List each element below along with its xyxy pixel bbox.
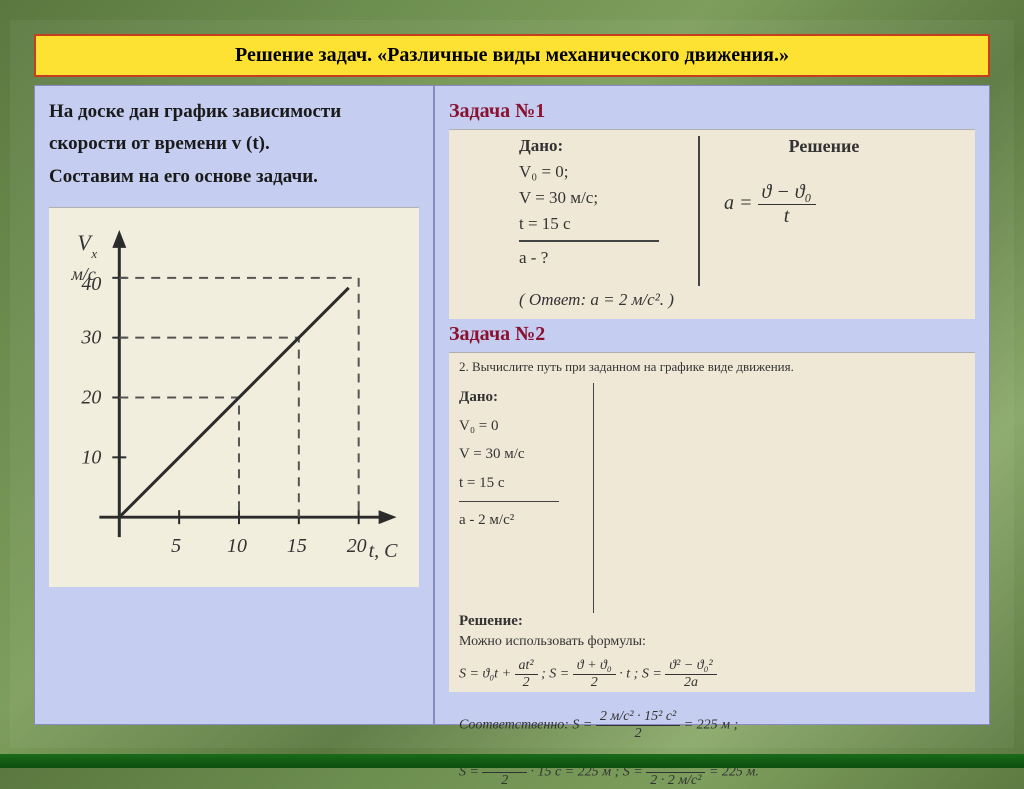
t2-f2n: ϑ + ϑ₀ — [573, 658, 616, 675]
t2-v0: V₀ = 0 — [459, 412, 579, 441]
t2-prompt: 2. Вычислите путь при заданном на график… — [459, 359, 965, 375]
svg-text:20: 20 — [347, 535, 367, 557]
t2-f3n: ϑ² − ϑ₀² — [665, 658, 716, 675]
t1-formula-den: t — [758, 205, 816, 228]
t1-formula-lhs: a = — [724, 192, 753, 214]
svg-text:15: 15 — [287, 535, 307, 557]
intro-l3: Составим на его основе задачи. — [49, 161, 419, 193]
t2-l3ad: 2 — [482, 773, 527, 789]
given-hline — [519, 240, 659, 242]
t2-f2-tail: · t ; S = — [619, 667, 662, 682]
intro-l2: скорости от времени v (t). — [49, 128, 419, 160]
t1-answer: ( Ответ: a = 2 м/с². ) — [459, 290, 965, 310]
t2-f1n: at² — [515, 658, 538, 675]
intro-text: На доске дан график зависимости скорости… — [49, 96, 419, 193]
x-axis-label: t, С — [369, 540, 399, 562]
graph-svg: V x м/с t, С 10 20 30 40 — [49, 208, 419, 587]
task1-scan: Дано: V₀ = 0; V = 30 м/с; t = 15 с a - ?… — [449, 129, 975, 319]
svg-text:30: 30 — [80, 327, 101, 349]
t2-t: t = 15 с — [459, 469, 579, 498]
task2-vline — [593, 383, 594, 613]
t2-f2-lhs: ; S = — [541, 667, 569, 682]
t2-f2d: 2 — [573, 675, 616, 691]
task2-scan: 2. Вычислите путь при заданном на график… — [449, 352, 975, 692]
t2-f3d: 2a — [665, 675, 716, 691]
solution-label: Решение — [724, 136, 924, 157]
t2-sol-line1: Можно использовать формулы: — [459, 634, 819, 650]
t1-t: t = 15 с — [519, 214, 674, 234]
t2-l2d: 2 — [596, 726, 680, 742]
title-banner: Решение задач. «Различные виды механичес… — [34, 34, 990, 77]
svg-text:5: 5 — [171, 535, 181, 557]
task2-heading: Задача №2 — [449, 323, 975, 346]
right-panel: Задача №1 Дано: V₀ = 0; V = 30 м/с; t = … — [434, 85, 990, 725]
t2-f1-lhs: S = ϑ₀t + — [459, 667, 511, 682]
t2-a: a - 2 м/с² — [459, 506, 579, 535]
svg-text:40: 40 — [81, 273, 101, 295]
t2-l3bd: 2 · 2 м/с² — [646, 773, 705, 789]
svg-text:20: 20 — [81, 386, 101, 408]
t2-sol-label: Решение: — [459, 613, 819, 630]
t2-f1d: 2 — [515, 675, 538, 691]
given-label: Дано: — [519, 136, 674, 156]
left-panel: На доске дан график зависимости скорости… — [34, 85, 434, 725]
svg-text:10: 10 — [81, 446, 101, 468]
t2-l2-res: = 225 м ; — [684, 718, 739, 733]
content-row: На доске дан график зависимости скорости… — [34, 85, 990, 725]
t2-given-label: Дано: — [459, 383, 579, 412]
velocity-graph: V x м/с t, С 10 20 30 40 — [49, 207, 419, 587]
task1-heading: Задача №1 — [449, 100, 975, 123]
slide: Решение задач. «Различные виды механичес… — [10, 20, 1014, 748]
svg-text:x: x — [90, 246, 97, 261]
t2-l2-lhs: Соответственно: S = — [459, 718, 592, 733]
intro-l1: На доске дан график зависимости — [49, 96, 419, 128]
svg-text:10: 10 — [227, 535, 247, 557]
title-text: Решение задач. «Различные виды механичес… — [235, 44, 789, 66]
t1-v: V = 30 м/с; — [519, 188, 674, 208]
t2-l2n: 2 м/с² · 15² с² — [596, 709, 680, 726]
t2-v: V = 30 м/с — [459, 440, 579, 469]
t1-formula-num: ϑ − ϑ₀ — [758, 181, 816, 205]
task1-vline — [698, 136, 700, 286]
footer-bar — [0, 754, 1024, 768]
t2-hline — [459, 501, 559, 502]
t1-v0: V₀ = 0; — [519, 162, 674, 182]
t1-find: a - ? — [519, 248, 674, 268]
